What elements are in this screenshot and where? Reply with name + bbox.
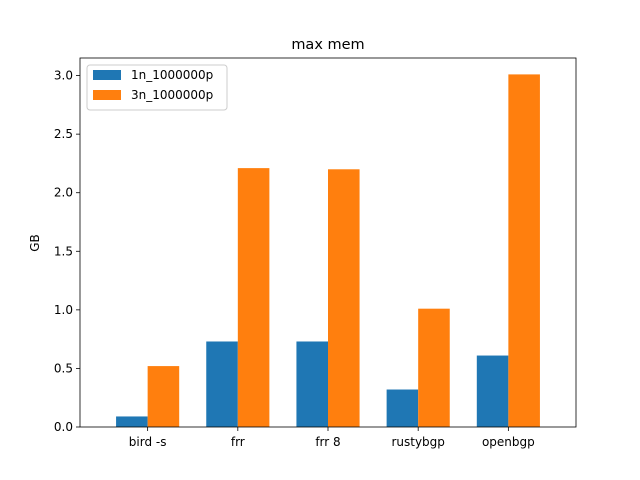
x-tick-label: frr	[231, 435, 245, 449]
y-tick-label: 2.0	[54, 186, 73, 200]
y-tick-label: 3.0	[54, 69, 73, 83]
y-tick-label: 2.5	[54, 127, 73, 141]
y-axis: 0.0 0.5 1.0 1.5 2.0 2.5 3.0	[54, 69, 80, 434]
bar-3n_1000000p-rustybgp	[418, 308, 450, 427]
bar-1n_1000000p-rustybgp	[386, 389, 419, 427]
x-tick-label: bird -s	[129, 435, 167, 449]
x-tick-label: openbgp	[482, 435, 535, 449]
legend-label: 3n_1000000p	[131, 88, 213, 102]
bar-1n_1000000p-openbgp	[476, 355, 509, 427]
bar-1n_1000000p-frr	[206, 341, 238, 427]
x-tick-label: rustybgp	[391, 435, 444, 449]
plot-frame	[79, 57, 577, 428]
bars-group	[116, 74, 540, 428]
legend-box	[86, 64, 228, 111]
y-axis-label: GB	[28, 234, 42, 252]
y-tick-label: 0.0	[54, 420, 73, 434]
y-tick-label: 1.5	[54, 244, 73, 258]
y-tick-label: 1.0	[54, 303, 73, 317]
y-tick-label: 0.5	[54, 361, 73, 375]
legend-swatch	[93, 90, 121, 100]
legend: 1n_1000000p 3n_1000000p	[86, 64, 228, 111]
bar-1n_1000000p-bird--s	[116, 416, 148, 427]
bar-3n_1000000p-frr	[237, 168, 270, 427]
x-tick-label: frr 8	[315, 435, 340, 449]
bar-1n_1000000p-frr-8	[296, 341, 328, 427]
bar-3n_1000000p-frr-8	[328, 169, 360, 428]
x-axis: bird -s frr frr 8 rustybgp openbgp	[129, 427, 535, 449]
chart-title: max mem	[291, 37, 364, 53]
bar-3n_1000000p-bird--s	[147, 366, 180, 427]
legend-swatch	[93, 70, 121, 80]
legend-label: 1n_1000000p	[131, 68, 213, 82]
bar-3n_1000000p-openbgp	[508, 74, 540, 428]
